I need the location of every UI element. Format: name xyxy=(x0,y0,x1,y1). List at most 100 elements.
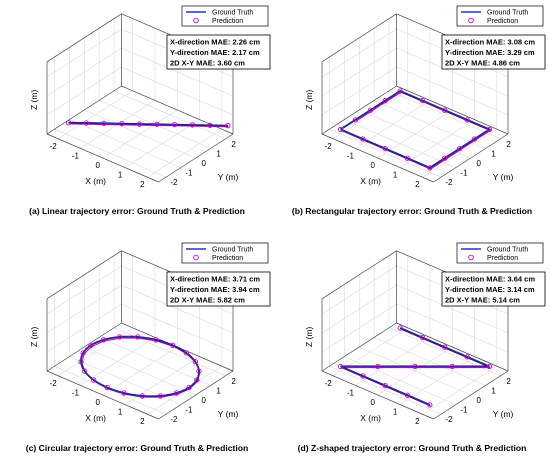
y-axis-label: Y (m) xyxy=(218,409,239,419)
floor-grid-line xyxy=(84,109,196,159)
prediction-point xyxy=(225,122,231,129)
prediction-point xyxy=(91,377,97,383)
legend-prediction-swatch xyxy=(193,17,199,24)
prediction-point xyxy=(382,382,388,389)
y-tick-label: -1 xyxy=(460,169,468,178)
axis-box-edge xyxy=(433,370,509,420)
y-tick-label: -1 xyxy=(185,406,193,415)
mae-line: 2D X-Y MAE: 5.14 cm xyxy=(445,296,520,305)
ground-truth-line-highlight xyxy=(80,336,200,397)
y-tick-label: 0 xyxy=(477,396,482,405)
prediction-point xyxy=(196,368,202,374)
prediction-point xyxy=(449,363,455,370)
x-tick-label: -2 xyxy=(50,142,58,151)
floor-grid-line xyxy=(374,100,486,149)
z-axis-label: Z (m) xyxy=(29,89,39,109)
wall-grid-line xyxy=(46,303,234,353)
floor-grid-line xyxy=(422,365,498,415)
y-tick-label: 0 xyxy=(477,159,482,168)
x-tick-label: -1 xyxy=(347,388,355,397)
prediction-point xyxy=(136,121,143,127)
prediction-point xyxy=(81,368,88,374)
prediction-point xyxy=(442,155,448,161)
legend-box xyxy=(181,5,269,27)
z-axis-label: Z (m) xyxy=(29,326,39,346)
axis-box-edge xyxy=(433,133,509,183)
prediction-point xyxy=(139,393,145,399)
prediction-point xyxy=(427,165,433,171)
prediction-point xyxy=(367,107,374,113)
y-axis-label: Y (m) xyxy=(218,172,239,182)
x-tick-label: 2 xyxy=(415,417,420,426)
y-tick-label: -2 xyxy=(445,415,453,424)
prediction-point xyxy=(427,402,433,408)
x-tick-label: -2 xyxy=(50,379,58,388)
axis-box-edge xyxy=(46,85,122,135)
x-axis-label: X (m) xyxy=(85,176,106,186)
prediction-point xyxy=(412,363,418,370)
prediction-point xyxy=(456,145,463,152)
prediction-point xyxy=(194,377,200,383)
mae-line: Y-direction MAE: 3.14 cm xyxy=(445,285,535,294)
mae-line: Y-direction MAE: 2.17 cm xyxy=(170,48,260,57)
axis-box-edge xyxy=(321,322,397,372)
axis-box-edge xyxy=(396,85,509,135)
legend-prediction-label: Prediction xyxy=(487,255,518,262)
prediction-point xyxy=(486,126,493,133)
prediction-point xyxy=(65,120,72,126)
prediction-point xyxy=(464,117,470,123)
x-tick-label: 2 xyxy=(415,180,420,189)
prediction-point xyxy=(135,334,141,340)
prediction-point xyxy=(404,392,411,398)
prediction-point xyxy=(154,121,160,127)
prediction-point xyxy=(397,325,403,331)
prediction-point xyxy=(486,363,493,370)
axis-box-edge xyxy=(321,250,397,300)
x-tick-label: 0 xyxy=(371,161,376,170)
legend-ground-truth-label: Ground Truth xyxy=(212,10,253,17)
axis-box-edge xyxy=(321,13,397,63)
legend-box xyxy=(181,242,269,264)
floor-grid-line xyxy=(147,128,223,178)
prediction-point xyxy=(170,342,176,348)
prediction-point xyxy=(171,121,178,128)
prediction-point xyxy=(382,97,388,104)
prediction-point xyxy=(100,337,107,343)
prediction-point xyxy=(101,120,107,127)
prediction-point xyxy=(157,393,164,399)
y-tick-label: -2 xyxy=(170,178,178,187)
legend-prediction-swatch xyxy=(468,17,474,24)
y-tick-label: 0 xyxy=(202,159,207,168)
axis-box-edge xyxy=(321,370,434,420)
mae-line: X-direction MAE: 3.71 cm xyxy=(170,275,260,284)
legend-box xyxy=(456,242,544,264)
axis-box-edge xyxy=(321,85,397,135)
prediction-point xyxy=(337,126,344,133)
ground-truth-line-highlight xyxy=(68,122,228,127)
prediction-point xyxy=(360,136,366,142)
legend-prediction-label: Prediction xyxy=(212,255,243,262)
wall-grid-line xyxy=(321,303,509,353)
floor-grid-line xyxy=(113,327,226,377)
axis-box-edge xyxy=(396,322,509,372)
y-tick-label: 0 xyxy=(202,396,207,405)
x-tick-label: 1 xyxy=(393,171,398,180)
prediction-point xyxy=(78,359,84,365)
y-tick-label: -2 xyxy=(445,178,453,187)
mae-line: X-direction MAE: 3.64 cm xyxy=(445,275,535,284)
floor-grid-line xyxy=(359,346,471,396)
x-tick-label: 1 xyxy=(118,408,123,417)
prediction-point xyxy=(419,334,426,341)
floor-grid-line xyxy=(359,109,471,159)
y-tick-label: -1 xyxy=(185,169,193,178)
prediction-point xyxy=(207,122,213,128)
x-tick-label: 0 xyxy=(371,398,376,407)
y-tick-label: -1 xyxy=(460,406,468,415)
mae-line: X-direction MAE: 2.26 cm xyxy=(170,38,260,47)
x-tick-label: -2 xyxy=(325,379,333,388)
mae-line: Y-direction MAE: 3.29 cm xyxy=(445,48,535,57)
y-tick-label: 2 xyxy=(506,377,511,386)
mae-line: 2D X-Y MAE: 4.86 cm xyxy=(445,59,520,68)
prediction-point xyxy=(80,350,86,356)
